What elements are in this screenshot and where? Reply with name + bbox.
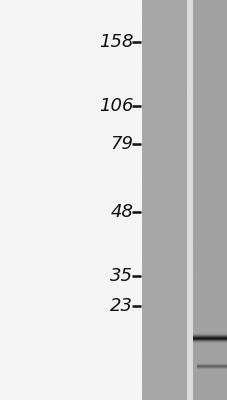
- Text: 106: 106: [99, 97, 133, 115]
- Text: 48: 48: [110, 203, 133, 221]
- Text: 35: 35: [110, 267, 133, 285]
- Bar: [192, 0, 227, 400]
- Bar: [142, 0, 186, 400]
- Text: 23: 23: [110, 297, 133, 315]
- Bar: [186, 0, 192, 400]
- Text: 158: 158: [99, 33, 133, 51]
- Text: 79: 79: [110, 135, 133, 153]
